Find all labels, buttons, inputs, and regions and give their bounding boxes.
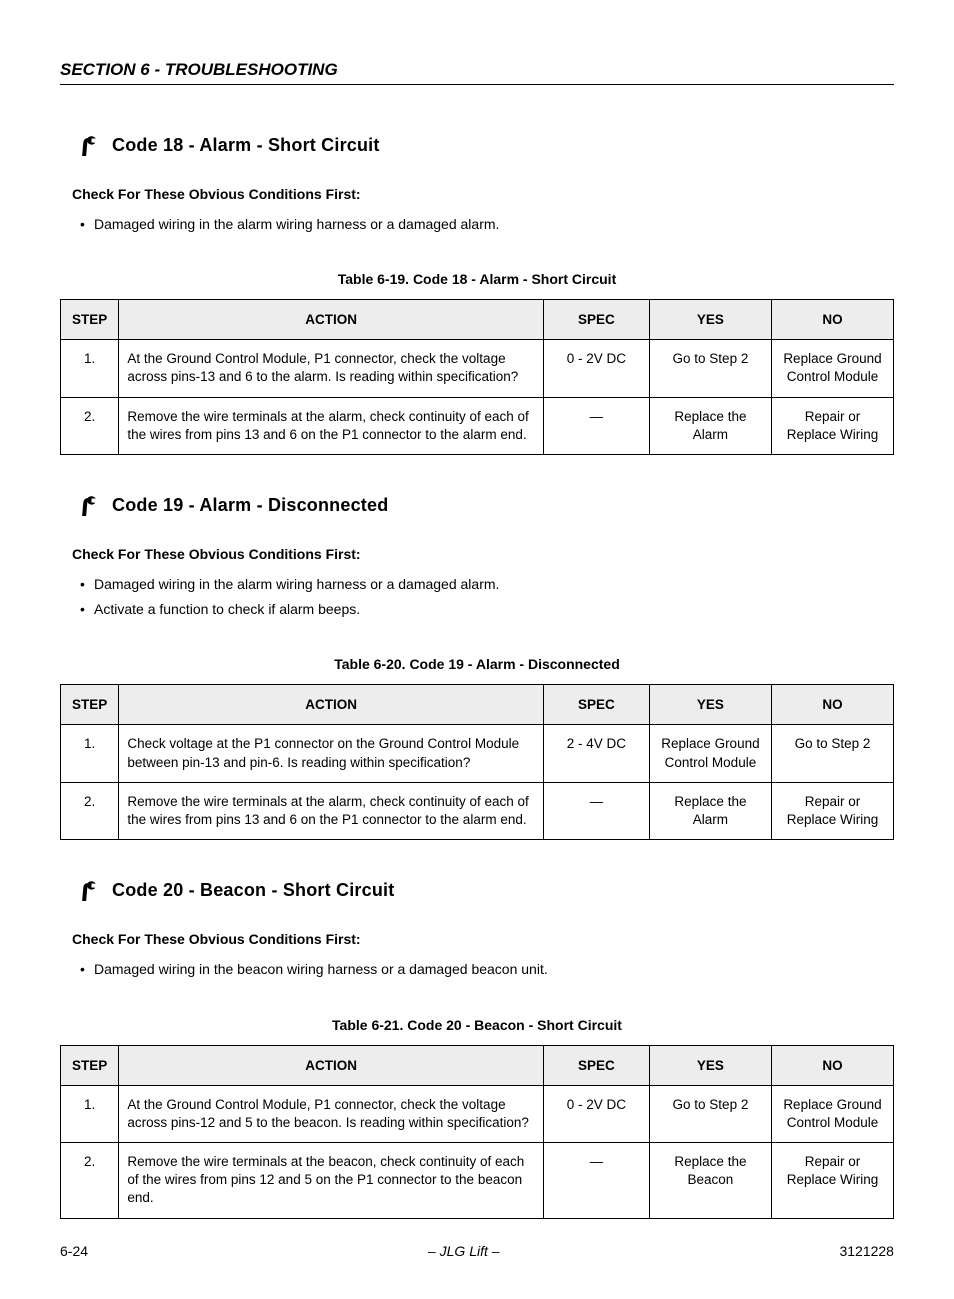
code-title-text: Code 19 - Alarm - Disconnected: [112, 495, 388, 516]
table-row: 2.Remove the wire terminals at the alarm…: [61, 397, 894, 454]
code-title-text: Code 20 - Beacon - Short Circuit: [112, 880, 394, 901]
cell-step: 1.: [61, 340, 119, 397]
column-header-no: NO: [771, 685, 893, 725]
cell-step: 2.: [61, 397, 119, 454]
table-row: 2.Remove the wire terminals at the alarm…: [61, 782, 894, 839]
code-block: Code 19 - Alarm - Disconnected Check For …: [60, 495, 894, 840]
table-row: 1.Check voltage at the P1 connector on t…: [61, 725, 894, 782]
code-title-text: Code 18 - Alarm - Short Circuit: [112, 135, 380, 156]
cell-yes: Go to Step 2: [649, 1085, 771, 1142]
condition-item: Damaged wiring in the alarm wiring harne…: [80, 572, 894, 597]
cell-no: Repair or Replace Wiring: [771, 782, 893, 839]
cell-step: 2.: [61, 782, 119, 839]
column-header-step: STEP: [61, 300, 119, 340]
cell-no: Replace Ground Control Module: [771, 340, 893, 397]
diagnostic-table: STEPACTIONSPECYESNO1.At the Ground Contr…: [60, 1045, 894, 1219]
cell-action: At the Ground Control Module, P1 connect…: [119, 1085, 543, 1142]
cell-spec: 0 - 2V DC: [543, 340, 649, 397]
cell-spec: —: [543, 397, 649, 454]
table-caption: Table 6-19. Code 18 - Alarm - Short Circ…: [60, 271, 894, 287]
cell-yes: Replace the Alarm: [649, 782, 771, 839]
wrench-icon: [72, 881, 102, 901]
cell-no: Repair or Replace Wiring: [771, 397, 893, 454]
cell-yes: Replace Ground Control Module: [649, 725, 771, 782]
codes-container: Code 18 - Alarm - Short Circuit Check For…: [60, 135, 894, 1219]
code-title: Code 19 - Alarm - Disconnected: [72, 495, 894, 516]
table-row: 1.At the Ground Control Module, P1 conne…: [61, 1085, 894, 1142]
conditions-list: Damaged wiring in the alarm wiring harne…: [80, 572, 894, 622]
condition-item: Damaged wiring in the alarm wiring harne…: [80, 212, 894, 237]
cell-spec: 2 - 4V DC: [543, 725, 649, 782]
table-caption: Table 6-21. Code 20 - Beacon - Short Cir…: [60, 1017, 894, 1033]
cell-step: 1.: [61, 1085, 119, 1142]
check-conditions-label: Check For These Obvious Conditions First…: [72, 186, 894, 202]
column-header-step: STEP: [61, 1045, 119, 1085]
code-title: Code 18 - Alarm - Short Circuit: [72, 135, 894, 156]
column-header-spec: SPEC: [543, 685, 649, 725]
column-header-spec: SPEC: [543, 300, 649, 340]
wrench-icon: [72, 496, 102, 516]
column-header-yes: YES: [649, 1045, 771, 1085]
cell-spec: —: [543, 782, 649, 839]
cell-no: Go to Step 2: [771, 725, 893, 782]
cell-action: Remove the wire terminals at the alarm, …: [119, 397, 543, 454]
column-header-yes: YES: [649, 300, 771, 340]
column-header-no: NO: [771, 300, 893, 340]
code-block: Code 18 - Alarm - Short Circuit Check For…: [60, 135, 894, 455]
footer-center: – JLG Lift –: [428, 1243, 500, 1259]
cell-action: Check voltage at the P1 connector on the…: [119, 725, 543, 782]
condition-item: Damaged wiring in the beacon wiring harn…: [80, 957, 894, 982]
cell-no: Repair or Replace Wiring: [771, 1142, 893, 1218]
diagnostic-table: STEPACTIONSPECYESNO1.At the Ground Contr…: [60, 299, 894, 455]
section-header: SECTION 6 - TROUBLESHOOTING: [60, 60, 894, 85]
wrench-icon: [72, 136, 102, 156]
column-header-action: ACTION: [119, 1045, 543, 1085]
page-footer: 6-24 – JLG Lift – 3121228: [60, 1243, 894, 1259]
table-caption: Table 6-20. Code 19 - Alarm - Disconnect…: [60, 656, 894, 672]
conditions-list: Damaged wiring in the beacon wiring harn…: [80, 957, 894, 982]
column-header-spec: SPEC: [543, 1045, 649, 1085]
column-header-no: NO: [771, 1045, 893, 1085]
condition-item: Activate a function to check if alarm be…: [80, 597, 894, 622]
cell-yes: Replace the Beacon: [649, 1142, 771, 1218]
table-row: 1.At the Ground Control Module, P1 conne…: [61, 340, 894, 397]
cell-yes: Replace the Alarm: [649, 397, 771, 454]
column-header-yes: YES: [649, 685, 771, 725]
page: SECTION 6 - TROUBLESHOOTING Code 18 - Al…: [0, 0, 954, 1299]
cell-action: At the Ground Control Module, P1 connect…: [119, 340, 543, 397]
table-row: 2.Remove the wire terminals at the beaco…: [61, 1142, 894, 1218]
check-conditions-label: Check For These Obvious Conditions First…: [72, 931, 894, 947]
cell-yes: Go to Step 2: [649, 340, 771, 397]
cell-spec: 0 - 2V DC: [543, 1085, 649, 1142]
column-header-step: STEP: [61, 685, 119, 725]
footer-doc-number: 3121228: [839, 1243, 894, 1259]
cell-spec: —: [543, 1142, 649, 1218]
code-block: Code 20 - Beacon - Short Circuit Check Fo…: [60, 880, 894, 1218]
cell-step: 2.: [61, 1142, 119, 1218]
code-title: Code 20 - Beacon - Short Circuit: [72, 880, 894, 901]
cell-step: 1.: [61, 725, 119, 782]
cell-action: Remove the wire terminals at the alarm, …: [119, 782, 543, 839]
cell-no: Replace Ground Control Module: [771, 1085, 893, 1142]
check-conditions-label: Check For These Obvious Conditions First…: [72, 546, 894, 562]
diagnostic-table: STEPACTIONSPECYESNO1.Check voltage at th…: [60, 684, 894, 840]
footer-page-number: 6-24: [60, 1243, 88, 1259]
column-header-action: ACTION: [119, 300, 543, 340]
cell-action: Remove the wire terminals at the beacon,…: [119, 1142, 543, 1218]
column-header-action: ACTION: [119, 685, 543, 725]
conditions-list: Damaged wiring in the alarm wiring harne…: [80, 212, 894, 237]
